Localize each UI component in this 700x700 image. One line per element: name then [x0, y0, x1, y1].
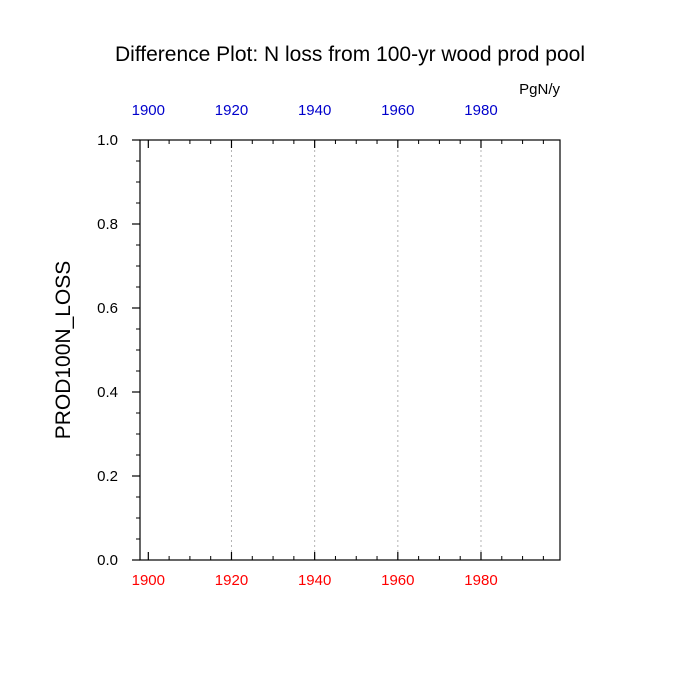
chart-title: Difference Plot: N loss from 100-yr wood…: [115, 43, 585, 66]
x-tick-label-top: 1900: [132, 102, 165, 119]
y-tick-label: 0.8: [97, 216, 118, 233]
y-tick-label: 0.4: [97, 384, 118, 401]
major-ticks: [132, 139, 482, 561]
y-tick-label: 1.0: [97, 132, 118, 149]
y-tick-label: 0.6: [97, 300, 118, 317]
y-tick-label: 0.2: [97, 468, 118, 485]
x-tick-label-bottom: 1980: [464, 572, 497, 589]
x-tick-label-top: 1980: [464, 102, 497, 119]
minor-ticks: [136, 140, 544, 560]
x-tick-label-bottom: 1900: [132, 572, 165, 589]
plot-frame: [139, 139, 561, 561]
x-tick-label-top: 1920: [215, 102, 248, 119]
x-tick-label-bottom: 1960: [381, 572, 414, 589]
tick-labels: 1900 1920 1940 1960 1980 1900 1920 1940 1960 1980…: [97, 102, 498, 589]
x-tick-label-bottom: 1920: [215, 572, 248, 589]
y-tick-label: 0.0: [97, 552, 118, 569]
x-tick-label-bottom: 1940: [298, 572, 331, 589]
y-axis-label: PROD100N_LOSS: [52, 261, 75, 440]
gridlines: [230, 140, 482, 560]
x-tick-label-top: 1940: [298, 102, 331, 119]
units-label: PgN/y: [519, 81, 560, 98]
x-tick-label-top: 1960: [381, 102, 414, 119]
